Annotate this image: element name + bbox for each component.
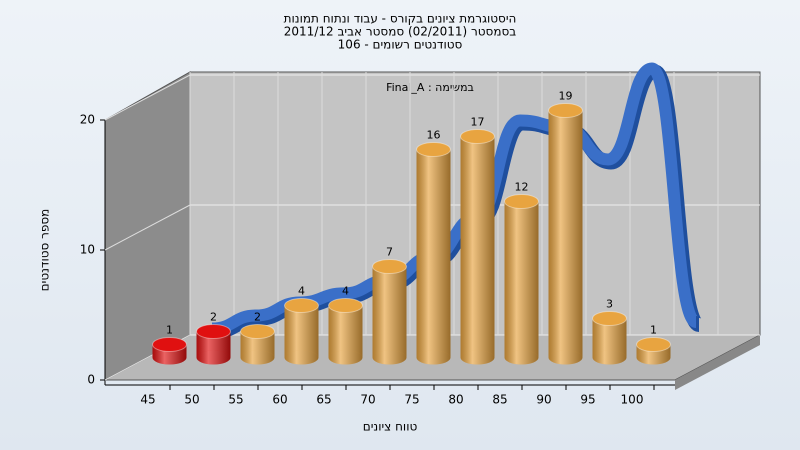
bar-shade [416, 149, 451, 358]
bar-bottom-shade [328, 350, 363, 365]
bar-bottom-shade [592, 350, 627, 365]
bar-top [284, 298, 319, 313]
value-label: 2 [254, 311, 261, 324]
left-wall [104, 71, 191, 381]
value-label: 1 [166, 324, 173, 337]
bar-shade [284, 305, 319, 358]
value-label: 2 [210, 311, 217, 324]
x-tick-label: 85 [492, 393, 507, 407]
value-label: 19 [559, 90, 573, 103]
bar-top [152, 337, 187, 352]
title-line: היסטוגרמת ציונים בקורס - עבוד ונתוח תמונ… [284, 12, 517, 26]
x-tick-label: 60 [272, 393, 287, 407]
bar-top [372, 259, 407, 274]
bar-bottom-shade [460, 350, 495, 365]
bar-bottom-shade [548, 350, 583, 365]
x-tick-label: 50 [184, 393, 199, 407]
bar-bottom-shade [152, 350, 187, 365]
bar-shade [548, 110, 583, 358]
floor-edge [675, 335, 760, 390]
title-line: בסמסטר (02/2011) סמסטר אביב 2011/12 [284, 25, 516, 39]
bar-top [504, 194, 539, 209]
bar-shade [372, 266, 407, 358]
x-tick-label: 80 [448, 393, 463, 407]
bar-bottom-shade [372, 350, 407, 365]
value-label: 12 [515, 181, 529, 194]
bar-bottom-shade [416, 350, 451, 365]
grid-line [104, 204, 191, 251]
title-line: סטודנטים רשומים - 106 [338, 38, 463, 52]
y-tick-label: 0 [87, 373, 95, 387]
y-axis-label: מספר סטודנטים [38, 209, 52, 292]
x-tick-label: 45 [140, 393, 155, 407]
x-tick-label: 70 [360, 393, 375, 407]
x-tick-label: 65 [316, 393, 331, 407]
value-label: 16 [427, 129, 441, 142]
bar-top [636, 337, 671, 352]
x-tick-label: 75 [404, 393, 419, 407]
x-tick-label: 95 [580, 393, 595, 407]
bar-bottom-shade [504, 350, 539, 365]
y-tick-label: 10 [80, 243, 95, 257]
value-label: 7 [386, 246, 393, 259]
bar-top [548, 103, 583, 118]
bar-top [460, 129, 495, 144]
bar-top [328, 298, 363, 313]
value-label: 3 [606, 298, 613, 311]
bar-top [416, 142, 451, 157]
inner-label: Final_A : במשימה [386, 81, 474, 94]
bar-top [240, 324, 275, 339]
bar-bottom-shade [636, 350, 671, 365]
value-label: 17 [471, 116, 485, 129]
x-axis-label: טווח ציונים [363, 420, 418, 434]
bar-shade [504, 201, 539, 358]
value-label: 4 [342, 285, 349, 298]
bar-bottom-shade [240, 350, 275, 365]
bar-top [592, 311, 627, 326]
x-tick-label: 55 [228, 393, 243, 407]
value-label: 4 [298, 285, 305, 298]
bar-top [196, 324, 231, 339]
y-tick-label: 20 [80, 113, 95, 127]
x-tick-label: 90 [536, 393, 551, 407]
bar-bottom-shade [284, 350, 319, 365]
bar-shade [460, 136, 495, 358]
bar-bottom-shade [196, 350, 231, 365]
grid-line [104, 74, 191, 121]
bar-shade [328, 305, 363, 358]
value-label: 1 [650, 324, 657, 337]
x-tick-label: 100 [621, 393, 644, 407]
